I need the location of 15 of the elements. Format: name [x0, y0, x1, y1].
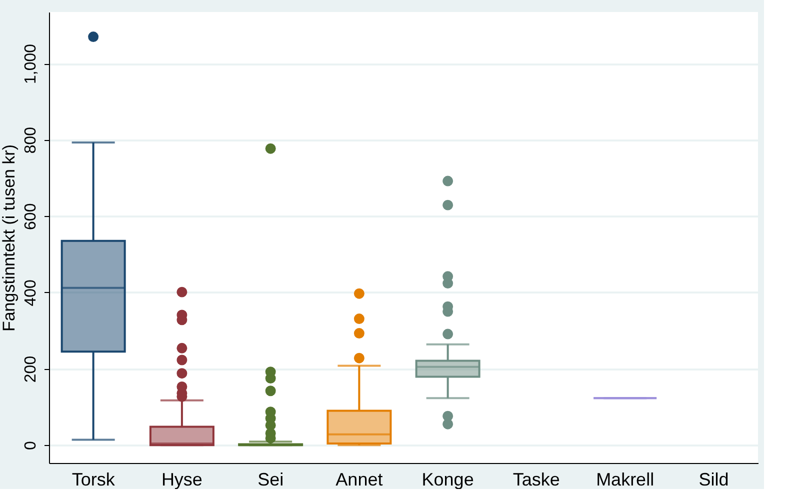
y-tick-label: 1,000 [22, 44, 40, 84]
x-tick-label: Torsk [72, 470, 116, 490]
y-tick-label: 600 [22, 203, 40, 230]
x-tick-label: Konge [422, 470, 474, 490]
y-tick-label: 200 [22, 356, 40, 383]
x-tick-label: Sei [258, 470, 284, 490]
x-tick-label: Taske [512, 470, 560, 490]
y-axis-title: Fangstinntekt (i tusen kr) [0, 144, 18, 332]
x-tick-label: Hyse [161, 470, 202, 490]
y-tick-label: 800 [22, 126, 40, 154]
y-tick-label: 400 [22, 280, 40, 306]
x-tick-label: Makrell [596, 470, 654, 490]
x-tick-label: Annet [336, 470, 383, 490]
x-tick-label: Sild [698, 470, 729, 490]
y-tick-label: 0 [22, 441, 40, 450]
